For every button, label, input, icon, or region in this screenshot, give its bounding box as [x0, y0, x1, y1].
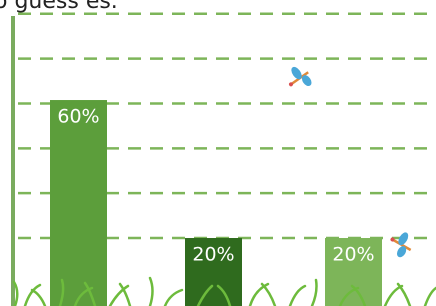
page: {"chart_data": {"type": "bar", "title": …: [0, 0, 436, 306]
bars: 60% 20% 20%: [50, 100, 382, 306]
dragonfly: [282, 62, 315, 96]
dragonfly: [385, 227, 417, 260]
bar: [50, 100, 107, 306]
value-label: 20%: [192, 244, 234, 266]
value-label: 60%: [57, 106, 99, 128]
chart: o guess es. 60% 20% 20%: [0, 0, 436, 306]
value-label: 20%: [332, 244, 374, 266]
chart-title: o guess es.: [0, 0, 118, 14]
